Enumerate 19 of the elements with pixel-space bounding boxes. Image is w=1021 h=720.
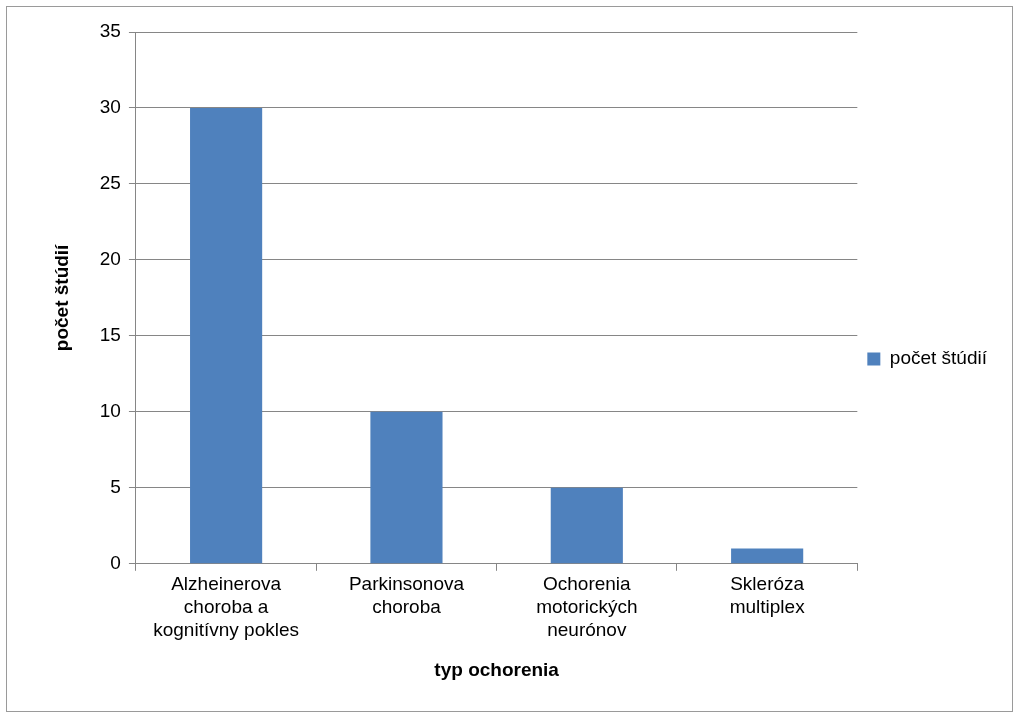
bar: [190, 107, 263, 564]
y-tick-label: 15: [99, 324, 121, 346]
bar: [550, 487, 623, 564]
y-tick-label: 10: [99, 400, 121, 422]
legend-label: počet štúdií: [889, 347, 988, 369]
y-tick-label: 0: [110, 552, 121, 574]
y-tick-label: 25: [99, 172, 121, 194]
x-axis-title: typ ochorenia: [434, 658, 560, 680]
x-tick-label: Alzheinerova choroba a kognitívny pokles: [153, 573, 299, 641]
y-tick-label: 20: [99, 248, 121, 270]
bar: [731, 548, 804, 564]
y-axis-title: počet štúdií: [50, 243, 72, 352]
bar: [370, 411, 443, 564]
x-tick-label: Parkinsonova choroba: [348, 573, 465, 618]
y-tick-label: 35: [99, 20, 121, 42]
x-tick-label: Ochorenia motorických neurónov: [536, 573, 638, 641]
x-tick-label: Skleróza multiplex: [729, 573, 806, 618]
y-tick-label: 30: [99, 96, 121, 118]
y-tick-label: 5: [110, 476, 121, 498]
